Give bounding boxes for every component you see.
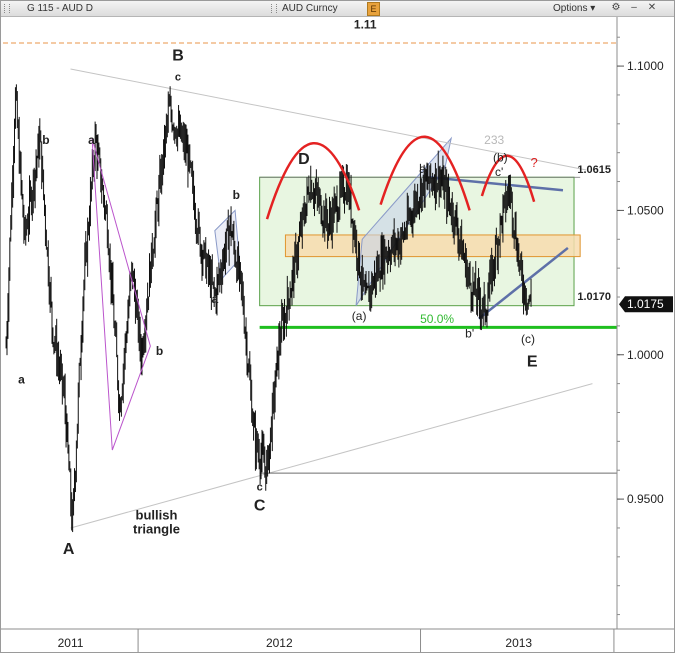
level-label: 1.0615 xyxy=(577,164,611,176)
purple-triangle xyxy=(91,138,151,451)
wedge-upper-line xyxy=(429,175,564,192)
annotation-label: a xyxy=(18,373,25,387)
options-label: Options xyxy=(553,3,588,14)
orange-band xyxy=(284,234,581,258)
annotation-label: b xyxy=(233,188,240,202)
x-tick-label: 2013 xyxy=(505,636,532,650)
annotation-label: B xyxy=(172,47,184,64)
level-label: 1.0170 xyxy=(577,291,611,303)
annotation-label: D xyxy=(298,151,310,168)
drag-handle-2[interactable] xyxy=(271,4,277,13)
y-tick-label: 1.1000 xyxy=(627,59,664,73)
overlays-layer xyxy=(91,135,536,451)
last-price-tag xyxy=(619,296,673,313)
annotation-label: 233 xyxy=(484,133,504,147)
triangle-lower-line xyxy=(70,383,593,529)
annotation-label: a xyxy=(88,133,95,147)
y-tick-label: 1.0000 xyxy=(627,348,664,362)
price-bars xyxy=(5,84,532,533)
annotation-label: b xyxy=(42,133,49,147)
annotation-label: A xyxy=(63,541,75,558)
annotation-label: c xyxy=(257,481,263,493)
annotation-label: c' xyxy=(495,165,503,179)
event-badge[interactable]: E xyxy=(367,2,380,16)
annotation-label: (c) xyxy=(521,332,535,346)
annotation-label: C xyxy=(254,498,266,515)
annotation-label: (b) xyxy=(493,150,508,164)
arc-b xyxy=(480,154,536,203)
y-tick-label: 0.9500 xyxy=(627,492,664,506)
annotation-label: (a) xyxy=(352,309,367,323)
x-tick-label: 2012 xyxy=(266,636,293,650)
x-tick-label: 2011 xyxy=(58,636,84,650)
drag-handle[interactable] xyxy=(4,4,10,13)
gear-icon[interactable]: ⚙ xyxy=(611,2,621,13)
minimize-icon[interactable]: – xyxy=(631,2,637,13)
annotation-label: a xyxy=(211,292,218,306)
annotation-label: triangle xyxy=(133,522,180,537)
annotation-label: c xyxy=(175,72,181,84)
y-tick-label: 1.0500 xyxy=(627,203,664,217)
annotation-label: a' xyxy=(419,162,428,176)
last-price-label: 1.0175 xyxy=(627,297,664,311)
security-label[interactable]: AUD Curncy xyxy=(282,3,338,14)
arc-d xyxy=(265,142,361,220)
annotation-label: E xyxy=(527,353,538,370)
arc-a-prime xyxy=(379,135,471,211)
ticker-label: G 115 - AUD D xyxy=(27,3,93,14)
top-label: 1.11 xyxy=(354,18,377,32)
axes-layer: 1.1000 1.0500 1.0000 0.9500 1.0175 2011 2012 20… xyxy=(1,17,674,652)
lines-layer xyxy=(3,42,617,529)
title-bar: G 115 - AUD D AUD Curncy E Options ▾ ⚙ –… xyxy=(1,1,674,17)
annotation-label: ? xyxy=(530,155,537,170)
chevron-down-icon: ▾ xyxy=(590,3,596,14)
close-icon[interactable]: ✕ xyxy=(647,2,657,13)
annotation-label: bullish xyxy=(136,507,178,522)
annotation-label: b' xyxy=(465,326,474,340)
options-menu[interactable]: Options ▾ xyxy=(553,3,595,14)
annotation-label: 50.0% xyxy=(420,312,454,326)
annotation-label: b xyxy=(156,344,163,358)
triangle-upper-line xyxy=(70,68,587,171)
